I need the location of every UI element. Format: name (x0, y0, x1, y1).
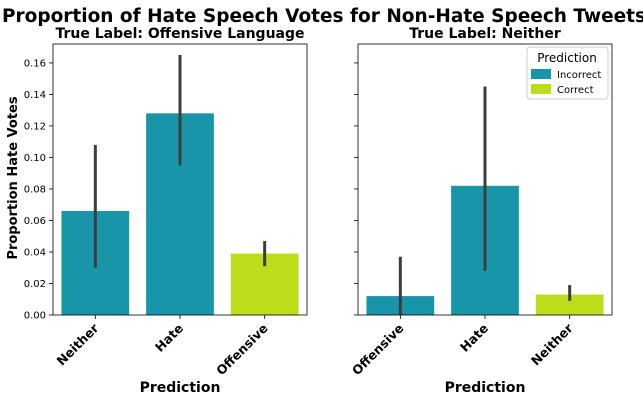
panel-offensive-language: True Label: Offensive Language 0.00 0.02 0.… (24, 26, 308, 396)
x-tick-label: Offensive (213, 321, 271, 379)
x-axis-label: Prediction (445, 380, 526, 396)
bar (535, 294, 604, 315)
legend-title: Prediction (537, 51, 597, 65)
chart-title: Proportion of Hate Speech Votes for Non-… (2, 6, 643, 27)
y-tick-label: 0.02 (24, 279, 46, 290)
x-tick-label: Neither (528, 320, 576, 368)
y-tick-label: 0.06 (24, 216, 46, 227)
y-tick-label: 0.04 (24, 247, 46, 258)
x-tick-label: Hate (457, 321, 491, 355)
y-tick-label: 0.08 (24, 184, 46, 195)
x-tick-label: Neither (54, 320, 102, 368)
x-axis-label: Prediction (140, 380, 221, 396)
x-tick-label: Hate (152, 321, 186, 355)
legend-swatch (531, 69, 551, 79)
x-tick-label: Offensive (349, 321, 407, 379)
y-axis-label: Proportion Hate Votes (6, 96, 21, 259)
legend-label: Correct (557, 85, 594, 96)
y-tick-label: 0.14 (24, 90, 46, 101)
legend: Prediction Incorrect Correct (526, 46, 609, 100)
y-tick-label: 0.12 (24, 121, 46, 132)
y-tick-label: 0.00 (24, 311, 46, 322)
panel-title: True Label: Neither (409, 26, 561, 42)
y-tick-label: 0.10 (24, 153, 46, 164)
y-tick-label: 0.16 (24, 58, 46, 69)
axes-frame (357, 43, 613, 316)
panel-title: True Label: Offensive Language (55, 26, 304, 42)
axes-frame (52, 43, 308, 316)
legend-label: Incorrect (557, 70, 601, 81)
legend-swatch (531, 84, 551, 94)
